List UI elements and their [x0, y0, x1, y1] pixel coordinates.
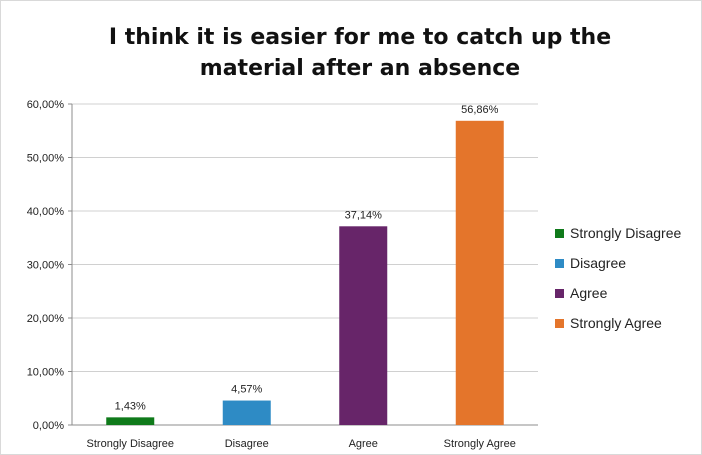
data-label: 56,86%	[461, 104, 499, 116]
chart-title: I think it is easier for me to catch up …	[108, 25, 612, 81]
bar	[222, 400, 271, 425]
y-tick-label: 20,00%	[27, 313, 65, 325]
data-label: 37,14%	[345, 209, 383, 221]
y-tick-label: 50,00%	[27, 153, 65, 165]
data-label: 4,57%	[231, 384, 262, 396]
x-tick-label: Strongly Agree	[444, 438, 516, 450]
legend-swatch-agree	[555, 288, 564, 298]
y-tick-label: 30,00%	[27, 260, 65, 272]
y-tick-label: 60,00%	[27, 99, 65, 111]
legend-item-strongly-agree: Strongly Agree	[555, 308, 681, 338]
y-tick-label: 40,00%	[27, 206, 65, 218]
data-label: 1,43%	[115, 400, 146, 412]
y-tick-label: 10,00%	[27, 367, 65, 379]
legend-item-agree: Agree	[555, 278, 681, 308]
y-tick-label: 0,00%	[33, 420, 64, 432]
legend-item-strongly-disagree: Strongly Disagree	[555, 218, 681, 248]
legend-swatch-strongly-agree	[555, 318, 564, 328]
legend-label-strongly-disagree: Strongly Disagree	[570, 225, 682, 241]
legend-swatch-strongly-disagree	[555, 228, 564, 238]
legend-swatch-disagree	[555, 258, 564, 268]
chart-legend: Strongly Disagree Disagree Agree Strongl…	[555, 218, 681, 338]
bar	[455, 120, 504, 425]
legend-item-disagree: Disagree	[555, 248, 681, 278]
x-tick-label: Disagree	[225, 438, 269, 450]
bar	[106, 417, 155, 425]
x-tick-label: Agree	[349, 438, 378, 450]
legend-label-disagree: Disagree	[570, 255, 627, 271]
legend-label-agree: Agree	[570, 285, 608, 301]
bar	[339, 226, 388, 425]
x-tick-label: Strongly Disagree	[87, 438, 174, 450]
legend-label-strongly-agree: Strongly Agree	[570, 315, 662, 331]
